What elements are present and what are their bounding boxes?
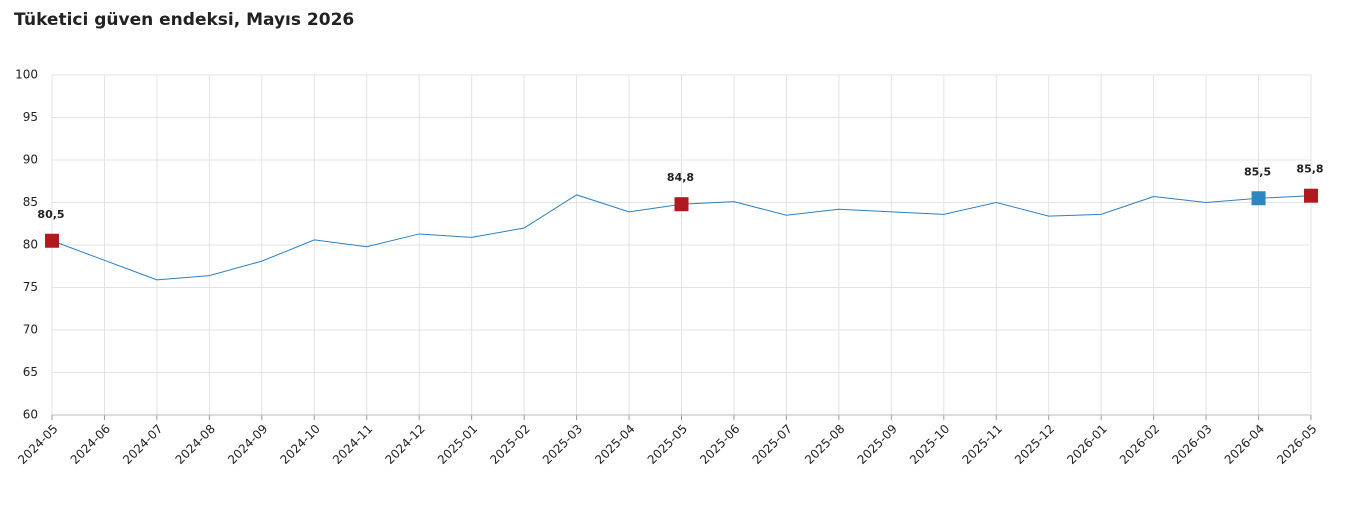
x-tick-label: 2024-11 — [330, 422, 375, 467]
y-tick-label: 100 — [15, 68, 38, 82]
x-tick-label: 2025-06 — [697, 422, 742, 467]
x-tick-label: 2024-10 — [278, 422, 323, 467]
y-tick-label: 65 — [23, 365, 38, 379]
x-tick-label: 2025-05 — [645, 422, 690, 467]
x-tick-label: 2025-09 — [855, 422, 900, 467]
data-label: 80,5 — [37, 208, 64, 221]
x-tick-label: 2024-07 — [120, 422, 165, 467]
x-tick-label: 2024-05 — [15, 422, 60, 467]
x-tick-label: 2025-08 — [802, 422, 847, 467]
x-tick-label: 2026-05 — [1274, 422, 1319, 467]
x-tick-label: 2026-04 — [1222, 422, 1267, 467]
x-tick-label: 2025-10 — [907, 422, 952, 467]
x-tick-label: 2025-03 — [540, 422, 585, 467]
y-tick-label: 80 — [23, 238, 38, 252]
x-tick-label: 2025-04 — [592, 422, 637, 467]
x-tick-label: 2026-02 — [1117, 422, 1162, 467]
y-tick-label: 95 — [23, 110, 38, 124]
x-tick-label: 2024-09 — [225, 422, 270, 467]
x-tick-label: 2024-06 — [68, 422, 113, 467]
data-label: 85,5 — [1244, 165, 1271, 178]
point-marker — [1304, 188, 1318, 203]
x-tick-label: 2025-11 — [959, 422, 1004, 467]
y-tick-label: 85 — [23, 195, 38, 209]
y-tick-label: 90 — [23, 153, 38, 167]
x-tick-label: 2025-02 — [487, 422, 532, 467]
y-tick-label: 60 — [23, 408, 38, 422]
point-marker — [1251, 191, 1266, 206]
y-tick-label: 75 — [23, 280, 38, 294]
x-tick-label: 2025-12 — [1012, 422, 1057, 467]
y-tick-label: 70 — [23, 323, 38, 337]
point-marker — [674, 197, 689, 212]
x-tick-label: 2025-07 — [750, 422, 795, 467]
data-label: 85,8 — [1296, 163, 1323, 176]
x-tick-label: 2026-01 — [1064, 422, 1109, 467]
x-tick-label: 2026-03 — [1169, 422, 1214, 467]
chart-title: Tüketici güven endeksi, Mayıs 2026 — [14, 10, 354, 30]
x-tick-label: 2024-08 — [173, 422, 218, 467]
point-marker — [45, 233, 59, 248]
x-tick-label: 2024-12 — [382, 422, 427, 467]
data-label: 84,8 — [667, 171, 694, 184]
x-tick-label: 2025-01 — [435, 422, 480, 467]
